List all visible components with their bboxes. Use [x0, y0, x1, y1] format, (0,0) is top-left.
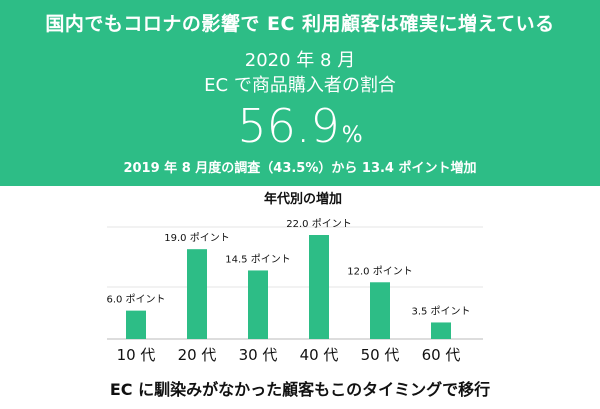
- stat-value: 56.9: [237, 99, 340, 153]
- bar-6: [431, 322, 451, 339]
- category-label-5: 50 代: [361, 346, 400, 364]
- data-label-4: 22.0 ポイント: [286, 218, 351, 230]
- bar-3: [248, 270, 268, 339]
- bar-2: [187, 249, 207, 339]
- data-label-2: 19.0 ポイント: [164, 232, 229, 244]
- data-label-1: 6.0 ポイント: [106, 294, 165, 306]
- summary-banner: 国内でもコロナの影響で EC 利用顧客は確実に増えている 2020 年 8 月 …: [0, 0, 600, 186]
- category-label-3: 30 代: [239, 346, 278, 364]
- headline: 国内でもコロナの影響で EC 利用顧客は確実に増えている: [45, 13, 555, 35]
- category-label-6: 60 代: [422, 346, 461, 364]
- data-label-5: 12.0 ポイント: [347, 265, 412, 277]
- stat-year: 2020 年 8 月: [244, 50, 356, 71]
- age-bar-chart: 年代別の増加 6.0 ポイント 10 代 19.0 ポイント 20 代 14.5 ポイン…: [0, 186, 600, 376]
- data-label-3: 14.5 ポイント: [225, 253, 290, 265]
- bar-4: [309, 235, 329, 339]
- data-label-6: 3.5 ポイント: [411, 305, 470, 317]
- category-label-2: 20 代: [178, 346, 217, 364]
- stat-figure: 56.9%: [0, 99, 600, 153]
- footer-caption: EC に馴染みがなかった顧客もこのタイミングで移行: [109, 380, 491, 399]
- stat-label: EC で商品購入者の割合: [204, 75, 396, 96]
- category-label-1: 10 代: [117, 346, 156, 364]
- stat-note: 2019 年 8 月度の調査（43.5%）から 13.4 ポイント増加: [123, 161, 477, 176]
- bar-1: [126, 310, 146, 339]
- chart-title: 年代別の増加: [264, 191, 342, 207]
- chart-svg: 年代別の増加 6.0 ポイント 10 代 19.0 ポイント 20 代 14.5 ポイン…: [106, 191, 483, 364]
- category-label-4: 40 代: [300, 346, 339, 364]
- bar-5: [370, 282, 390, 339]
- stat-unit: %: [341, 123, 363, 148]
